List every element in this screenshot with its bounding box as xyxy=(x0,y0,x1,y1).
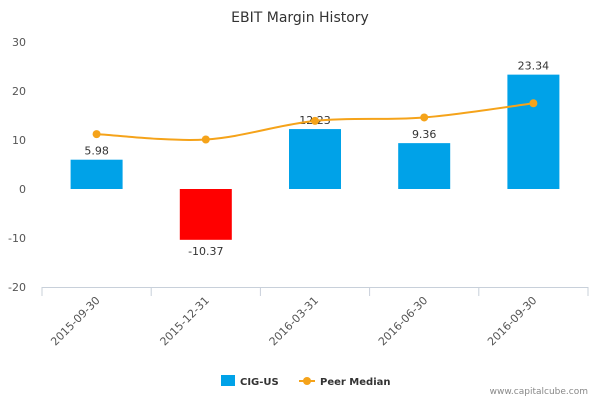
x-axis: 2015-09-30 2015-12-31 2016-03-31 2016-06-30… xyxy=(41,287,589,348)
bar xyxy=(179,189,232,240)
y-tick-label: 20 xyxy=(12,85,26,98)
y-tick-label: -10 xyxy=(8,232,26,245)
y-tick-label: 10 xyxy=(12,134,26,147)
y-tick-label: 0 xyxy=(19,183,26,196)
bar xyxy=(70,159,123,189)
peer-median-point xyxy=(311,116,319,125)
peer-median-point xyxy=(201,135,210,144)
x-tick-label: 2015-12-31 xyxy=(158,294,212,348)
x-tick-label: 2016-03-31 xyxy=(267,294,321,348)
chart-title: EBIT Margin History xyxy=(231,10,369,26)
x-tick-label: 2016-09-30 xyxy=(485,294,539,348)
watermark: www.capitalcube.com xyxy=(490,387,588,397)
legend[interactable]: CIG-US Peer Median xyxy=(221,375,391,388)
bar xyxy=(507,74,560,189)
legend-swatch-bar xyxy=(221,375,235,386)
legend-label-peer: Peer Median xyxy=(320,377,391,388)
legend-label-cig: CIG-US xyxy=(240,377,279,388)
peer-median-series xyxy=(92,99,538,144)
peer-median-point xyxy=(92,130,101,139)
x-tick-label: 2016-06-30 xyxy=(376,294,430,348)
bar xyxy=(289,129,341,189)
bar xyxy=(398,143,451,189)
peer-median-point xyxy=(420,113,429,122)
bar-value-label: 5.98 xyxy=(84,145,109,158)
bar-value-label: -10.37 xyxy=(188,245,223,258)
y-tick-label: -20 xyxy=(8,281,26,294)
peer-median-point xyxy=(529,99,538,108)
legend-swatch-marker xyxy=(303,377,311,385)
x-tick-label: 2015-09-30 xyxy=(48,294,102,348)
bar-series xyxy=(70,74,560,240)
bar-value-label: 23.34 xyxy=(518,60,550,73)
y-tick-label: 30 xyxy=(12,36,26,49)
y-axis: -20 -10 0 10 20 30 xyxy=(8,36,26,294)
bar-value-label: 9.36 xyxy=(412,128,437,141)
